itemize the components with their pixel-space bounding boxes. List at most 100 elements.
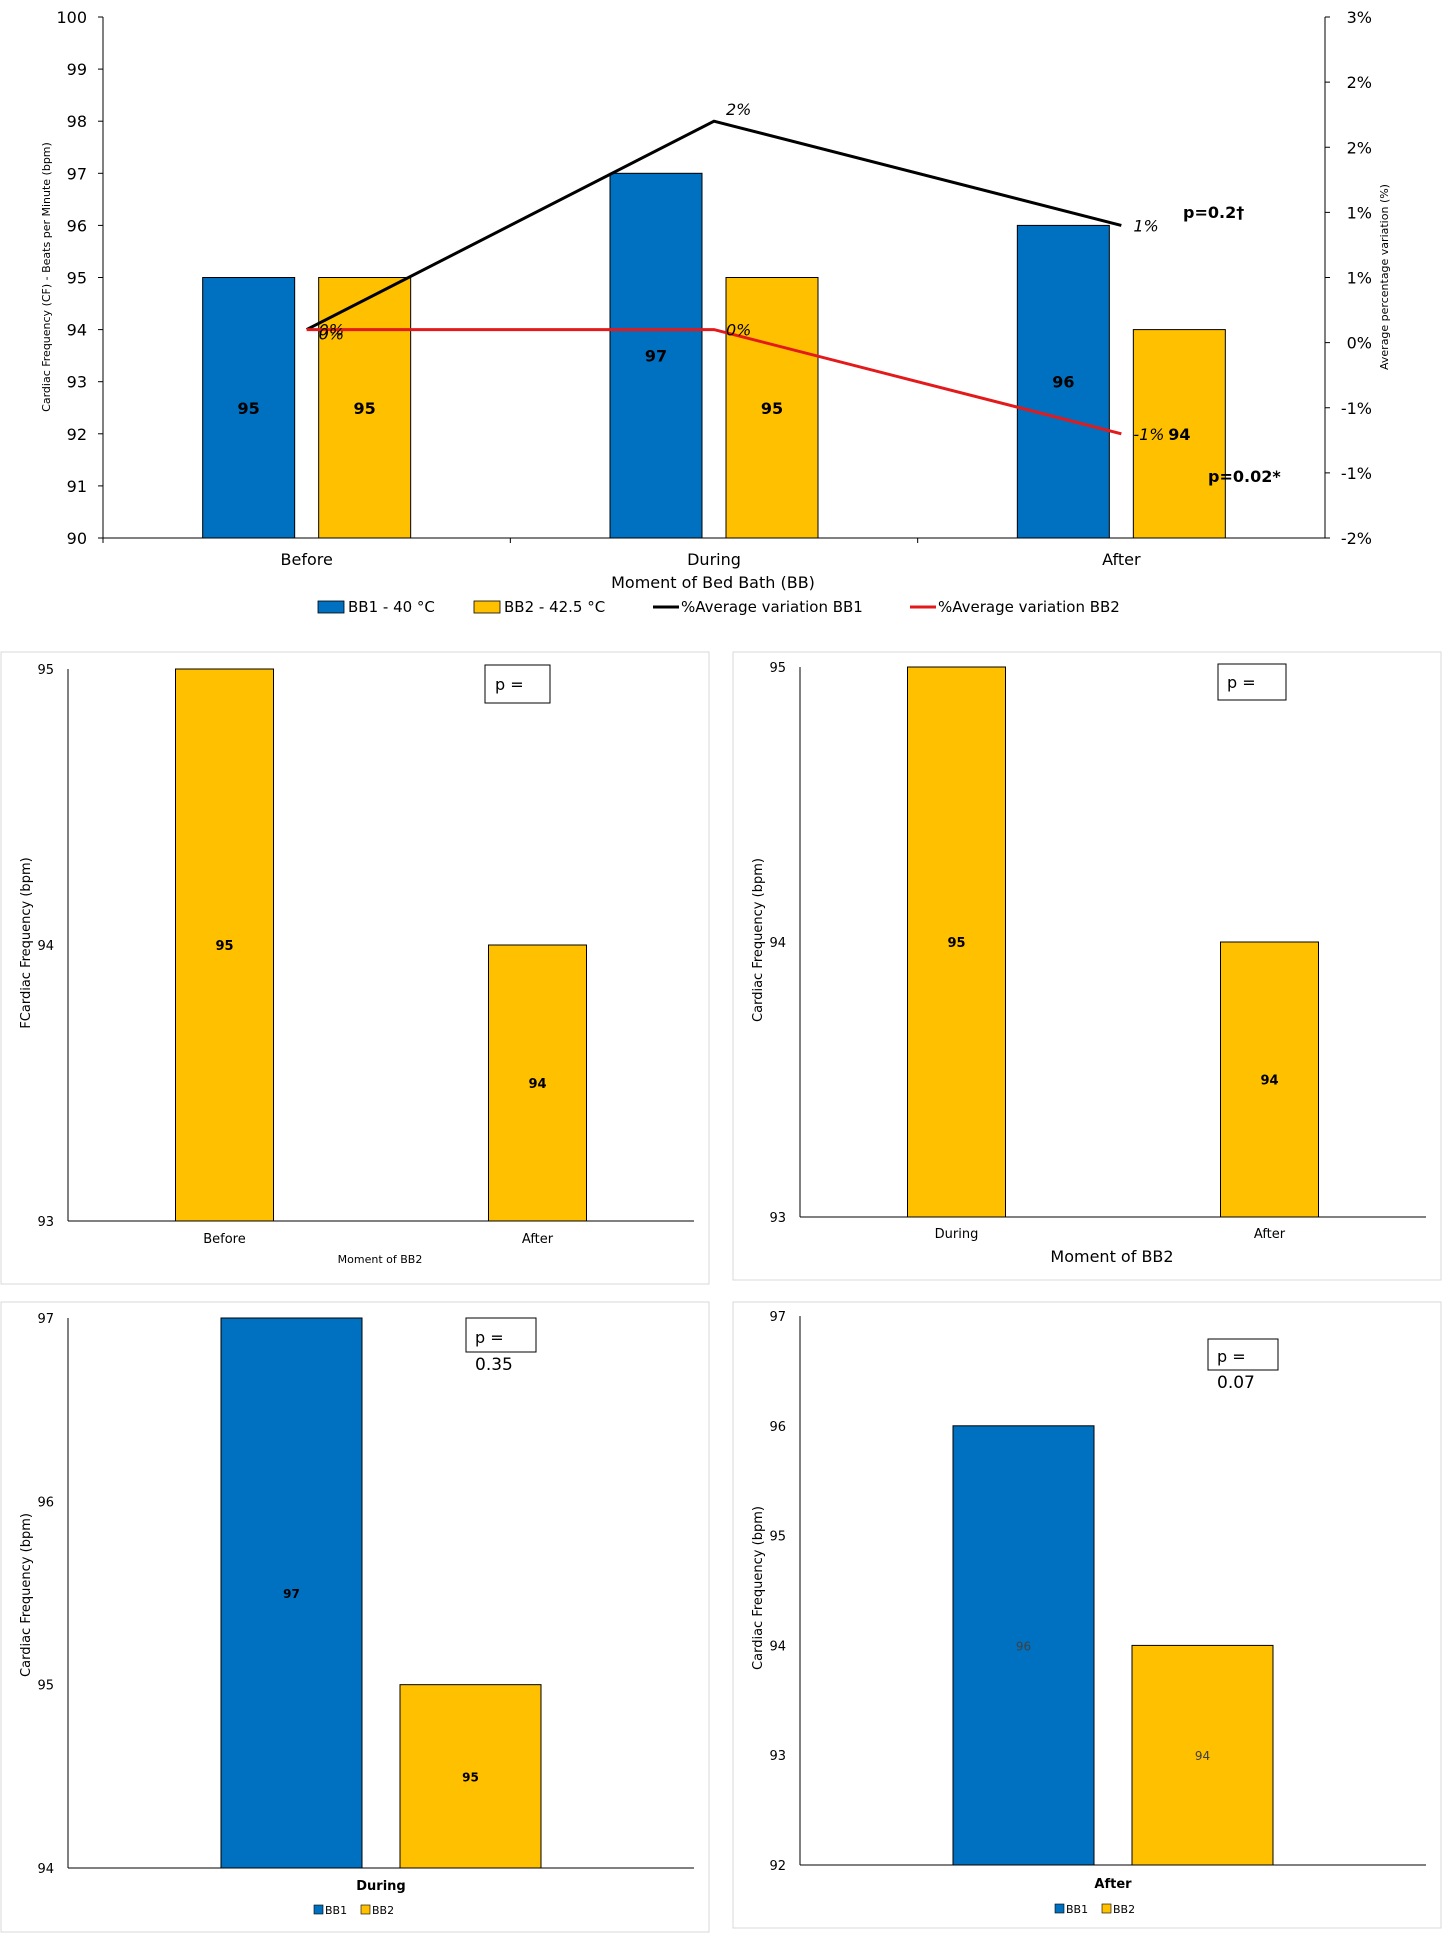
main-y-tick-97: 97 [67,164,87,183]
main-y-tick-90: 90 [67,529,87,548]
main-x-tick-before: Before [281,550,333,569]
pC-y-tick-97: 97 [37,1312,54,1327]
pD-y-tick-97: 97 [769,1310,786,1325]
main-bar-bb2-during [725,277,819,539]
main-y-tick-96: 96 [67,216,87,235]
pB-x-tick-after: After [1254,1227,1286,1242]
pA-y-tick-93: 93 [37,1215,54,1230]
main-y-tick-92: 92 [67,425,87,444]
main-bar-label-bb1-during: 97 [645,347,667,366]
legend-label-var-bb2: %Average variation BB2 [938,598,1120,616]
pD-y-tick-95: 95 [769,1530,786,1545]
legend-label-bb1: BB1 - 40 °C [348,598,435,616]
pC-legend-swatch-bb1 [313,1904,324,1915]
main-y-tick-labels: 90 91 92 93 94 95 96 97 98 99 100 [56,8,87,548]
pD-bar-label-bb1: 96 [1016,1639,1031,1653]
pA-bar-label-after: 94 [528,1077,546,1092]
main-lines: 0%2%1%0% 0%-1% [305,100,1164,444]
pC-legend: BB1 BB2 [313,1904,394,1917]
pC-y-tick-94: 94 [37,1862,54,1877]
main-line-label-bb1-1: 2% [726,100,751,119]
main-y2-tick: 1% [1347,203,1372,222]
main-y2-tick-labels: -2% -1% -1% 0% 1% 1% 2% 2% 3% [1341,8,1372,548]
pD-y-tick-94: 94 [769,1639,786,1654]
p-annotation-bb2: p=0.02* [1208,467,1281,486]
pB-p-box [1217,663,1287,701]
main-legend: BB1 - 40 °C BB2 - 42.5 °C %Average varia… [317,598,1120,616]
main-y-tick-91: 91 [67,477,87,496]
pA-y-tick-94: 94 [37,939,54,954]
pD-p-box [1207,1338,1279,1371]
pA-bar-before [175,668,274,1222]
panel-frame-during-after [732,651,1442,1281]
pD-y-tick-93: 93 [769,1749,786,1764]
main-y-tick-95: 95 [67,269,87,288]
main-y2-tick: -1% [1341,399,1372,418]
main-bars: 95 95 97 95 96 94 [202,172,1226,539]
main-line-label-bb1-2: 1% [1133,216,1158,235]
main-bar-bb2-after [1132,329,1226,539]
pC-y-tick-95: 95 [37,1679,54,1694]
pD-p-value: 0.07 [1217,1373,1255,1393]
main-y2-axis-title: Average percentage variation (%) [1378,184,1391,370]
pD-y-axis-title: Cardiac Frequency (bpm) [751,1506,766,1670]
pC-bar-label-bb2: 95 [462,1770,479,1784]
pB-y-tick-93: 93 [769,1211,786,1226]
main-line-label-bb2-2: -1% [1133,425,1164,444]
pC-bar-bb2 [399,1684,542,1869]
panel-during: Cardiac Frequency (bpm) p = 0.35 BB1 BB2… [19,1312,694,1917]
pD-bar-bb1 [952,1425,1095,1866]
pB-bar-after [1220,941,1319,1218]
main-bar-label-bb1-after: 96 [1052,373,1074,392]
pA-y-axis-title: FCardiac Frequency (bpm) [19,857,34,1028]
pC-y-axis-title: Cardiac Frequency (bpm) [19,1513,34,1677]
main-y-tick-100: 100 [56,8,87,27]
main-y2-tick: -1% [1341,464,1372,483]
pD-legend-label-bb1: BB1 [1066,1903,1088,1916]
main-bar-bb1-before [202,277,296,539]
pC-y-tick-96: 96 [37,1495,54,1510]
pA-x-tick-after: After [522,1232,554,1247]
panel-after: Cardiac Frequency (bpm) p = 0.07 BB1 BB2… [751,1310,1426,1916]
pB-y-axis-title: Cardiac Frequency (bpm) [751,858,766,1022]
pD-bar-label-bb2: 94 [1195,1749,1210,1763]
pA-y-tick-95: 95 [37,663,54,678]
pD-bar-bb2 [1131,1644,1274,1866]
main-bar-label-bb2-after: 94 [1168,425,1190,444]
main-x-tick-after: After [1102,550,1141,569]
p-annotation-bb1: p=0.2† [1183,203,1244,222]
pB-x-axis-title: Moment of BB2 [1050,1247,1173,1266]
pB-y-tick-94: 94 [769,936,786,951]
pC-x-tick-during: During [356,1879,405,1894]
legend-label-var-bb1: %Average variation BB1 [681,598,863,616]
pD-x-tick-after: After [1094,1877,1132,1892]
panel-before-after: FCardiac Frequency (bpm) Moment of BB2 p… [19,663,694,1266]
panel-frame-before-after [0,651,710,1285]
panel-during-after: Cardiac Frequency (bpm) Moment of BB2 p … [751,661,1426,1266]
pC-bar-label-bb1: 97 [283,1587,300,1601]
pB-bar-label-during: 95 [947,936,965,951]
pB-x-tick-during: During [935,1227,979,1242]
main-y-axis-title: Cardiac Frequency (CF) - Beats per Minut… [40,142,53,412]
pB-y-tick-95: 95 [769,661,786,676]
main-bar-label-bb2-during: 95 [761,399,783,418]
pC-p-value: 0.35 [475,1355,513,1375]
main-axes [98,16,1330,543]
pB-bar-label-after: 94 [1260,1074,1278,1089]
pA-x-axis-title: Moment of BB2 [338,1253,423,1266]
pC-legend-label-bb2: BB2 [372,1904,394,1917]
main-y2-tick: 1% [1347,269,1372,288]
pC-legend-label-bb1: BB1 [325,1904,347,1917]
panel-frame-during [0,1301,710,1933]
pC-p-box [465,1317,537,1353]
pD-p-label: p = [1217,1347,1246,1366]
main-y2-tick: 2% [1347,73,1372,92]
main-bar-label-bb2-before: 95 [354,399,376,418]
pD-legend-swatch-bb2 [1101,1903,1112,1914]
pC-p-label: p = [475,1328,504,1347]
main-line-label-bb2-0: 0% [319,325,344,344]
main-bar-bb1-after [1016,224,1110,539]
pA-bar-label-before: 95 [215,939,233,954]
